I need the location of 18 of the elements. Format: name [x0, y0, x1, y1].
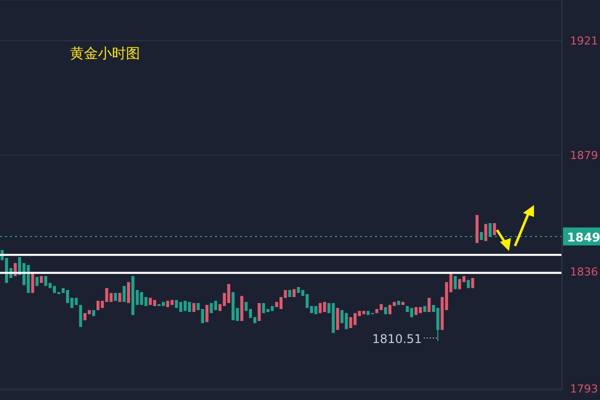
- candlestick: [454, 276, 457, 290]
- text: 黄金小时图: [70, 46, 140, 62]
- candlestick: [436, 307, 440, 342]
- annotation: 1810.51: [372, 332, 422, 346]
- y-tick-label: 1793: [570, 382, 598, 396]
- candlestick: [122, 285, 126, 302]
- candlestick: [344, 312, 348, 330]
- candlestick: [258, 302, 261, 322]
- candlestick: [31, 272, 34, 294]
- y-tick-label: 1921: [570, 34, 598, 48]
- candlestick: [336, 307, 340, 330]
- candlestick: [44, 276, 48, 286]
- ref-line-label: 1849: [567, 230, 600, 244]
- candlestick: [79, 304, 82, 328]
- y-tick-label: 1836: [570, 266, 598, 279]
- candlestick: [127, 282, 130, 304]
- y-tick-label: 1879: [570, 148, 598, 162]
- candlestick: [227, 284, 230, 304]
